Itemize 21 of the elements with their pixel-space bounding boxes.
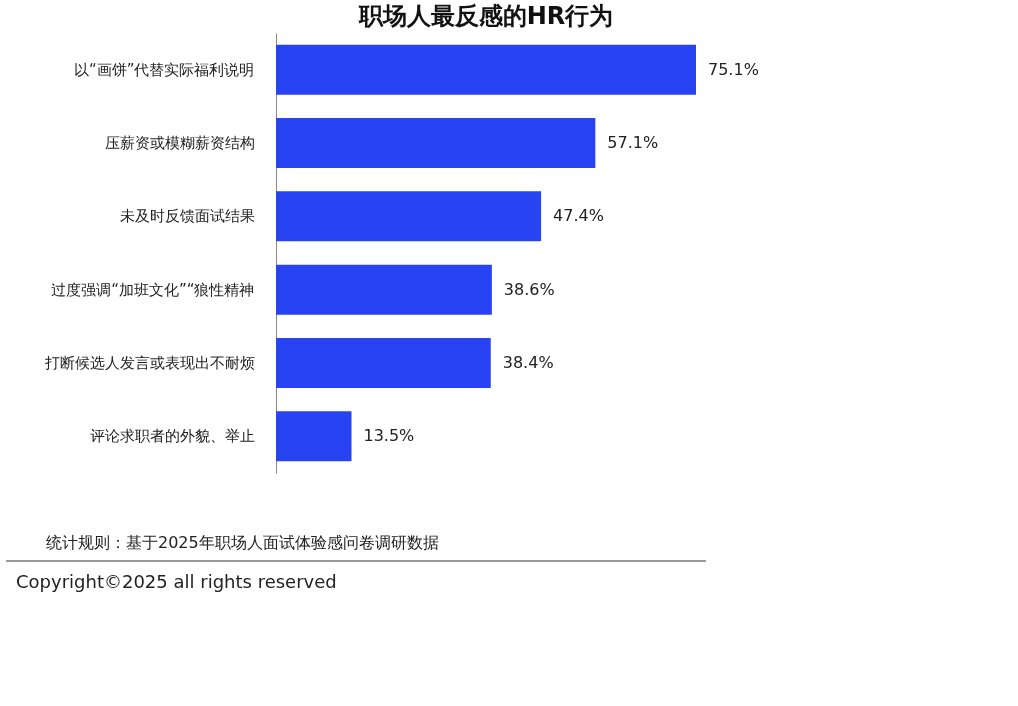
y-tick-label: 以“画饼”代替实际福利说明 (73, 60, 255, 79)
bar (276, 338, 491, 388)
chart-title: 职场人最反感的HR行为 (357, 2, 614, 30)
y-tick-label: 压薪资或模糊薪资结构 (104, 134, 255, 152)
text: 统计规则：基于2025年职场人面试体验感问卷调研数据 (46, 533, 439, 552)
data-label: 38.4% (502, 353, 554, 372)
bar (276, 44, 696, 95)
bar (276, 411, 352, 462)
data-label: 57.1% (607, 133, 659, 152)
text: Copyright©2025 all rights reserved (16, 571, 337, 592)
data-label: 13.5% (363, 426, 415, 446)
data-label: 38.6% (503, 279, 555, 299)
y-tick-label: 评论求职者的外貌、举止 (89, 427, 255, 446)
y-tick-label: 未及时反馈面试结果 (119, 207, 255, 226)
y-tick-label: 打断候选人发言或表现出不耐烦 (43, 354, 255, 372)
y-tick-label: 过度强调“加班文化”“狼性精神 (51, 280, 255, 299)
data-label: 47.4% (553, 206, 604, 226)
bar (276, 118, 596, 168)
data-label: 75.1% (708, 59, 759, 79)
bar (276, 191, 542, 242)
bar (276, 264, 492, 315)
